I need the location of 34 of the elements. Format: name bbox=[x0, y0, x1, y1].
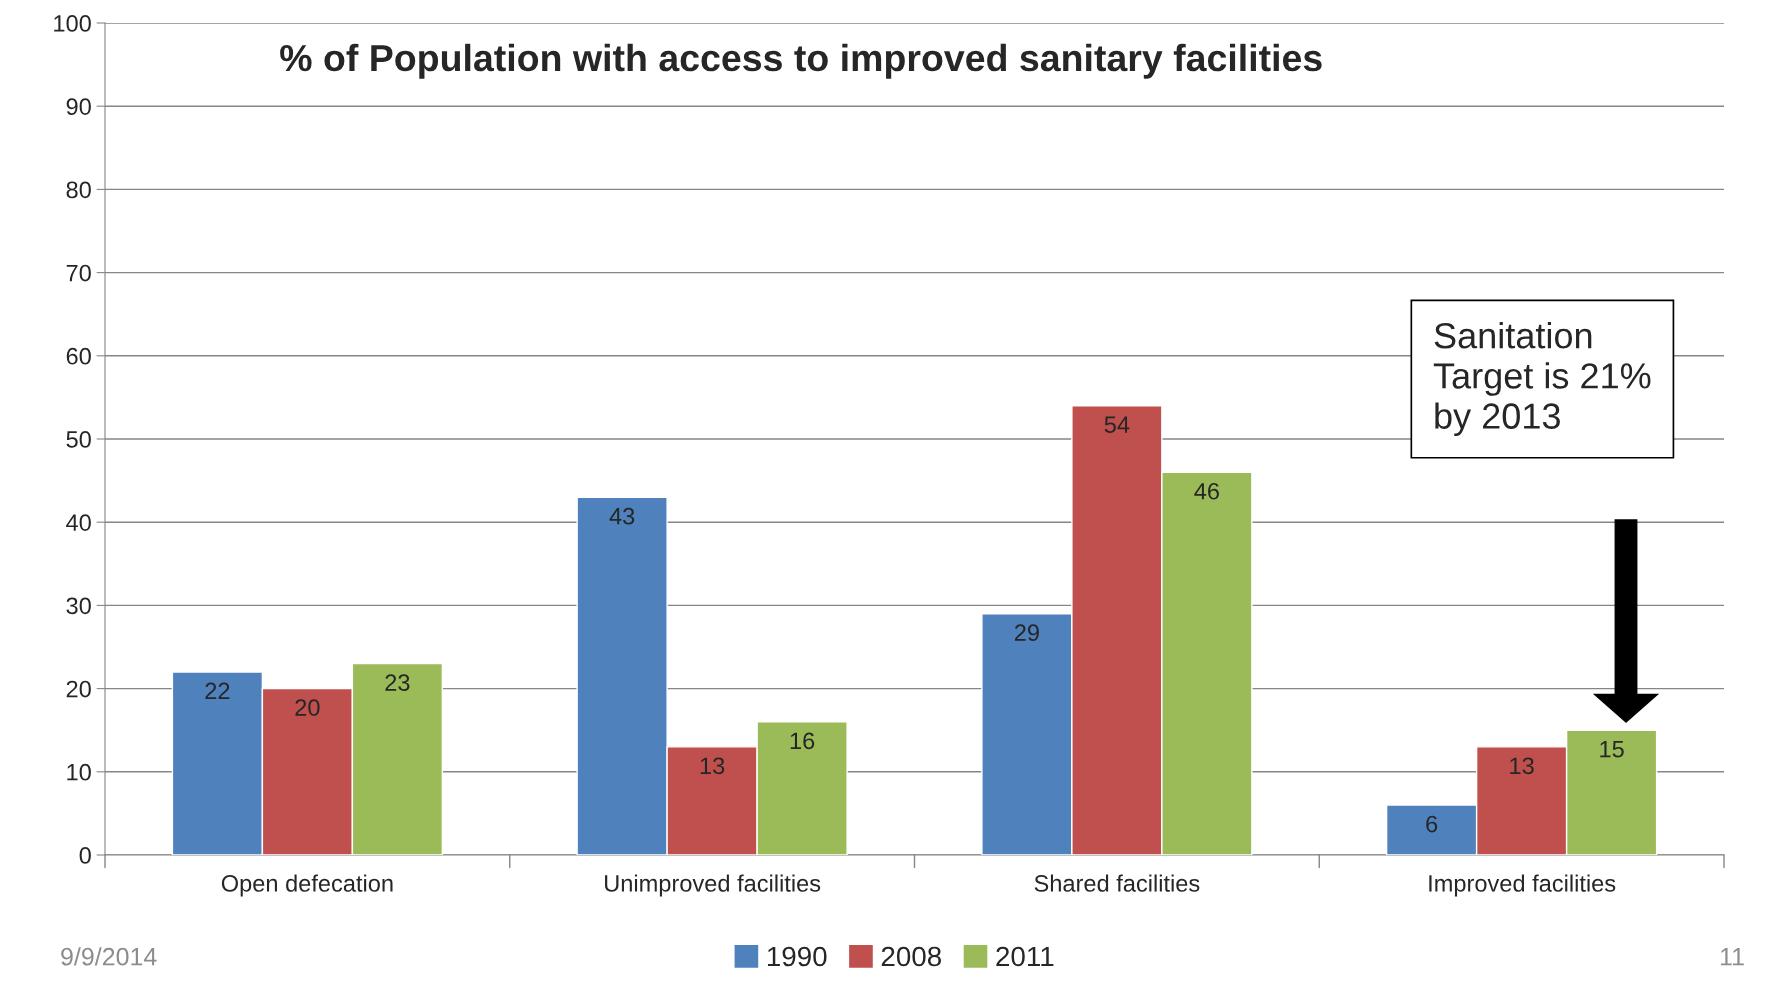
data-label: 43 bbox=[609, 507, 635, 525]
y-tick-label: 0 bbox=[79, 847, 91, 864]
y-tick-label: 20 bbox=[66, 680, 91, 698]
y-tick-label: 100 bbox=[54, 15, 91, 32]
data-label: 54 bbox=[1104, 416, 1130, 434]
x-tick-label: Improved facilities bbox=[1429, 874, 1616, 897]
data-label: 23 bbox=[385, 674, 410, 691]
data-label: 13 bbox=[700, 757, 725, 775]
y-tick-label: 90 bbox=[66, 98, 91, 115]
x-tick-label: Shared facilities bbox=[1034, 874, 1200, 892]
data-label: 29 bbox=[1014, 624, 1039, 642]
legend-label: 1990 bbox=[767, 946, 827, 967]
legend-label: 2008 bbox=[881, 946, 941, 967]
data-label: 20 bbox=[295, 699, 320, 716]
data-label: 46 bbox=[1194, 482, 1219, 500]
data-label: 16 bbox=[790, 732, 815, 750]
y-tick-label: 60 bbox=[66, 347, 91, 365]
x-tick-label: Open defecation bbox=[221, 874, 393, 897]
y-tick-label: 40 bbox=[66, 514, 91, 531]
y-tick-label: 10 bbox=[67, 763, 91, 781]
y-tick-label: 80 bbox=[66, 181, 91, 199]
data-label: 6 bbox=[1426, 815, 1438, 833]
annotation: Sanitation Target is 21% by 2013 bbox=[1433, 322, 1651, 437]
data-label: 22 bbox=[205, 682, 230, 700]
y-tick-label: 70 bbox=[66, 264, 91, 282]
legend-label: 2011 bbox=[996, 946, 1054, 967]
x-tick-label: Unimproved facilities bbox=[605, 874, 821, 897]
text: 9/9/2014 bbox=[61, 947, 157, 966]
data-label: 13 bbox=[1510, 757, 1534, 775]
y-tick-label: 30 bbox=[66, 597, 91, 615]
y-tick-label: 50 bbox=[66, 431, 91, 448]
text: 11 bbox=[1720, 948, 1744, 966]
text: % of Population with access to improved sanitary facilities bbox=[280, 43, 1322, 79]
data-label: 15 bbox=[1600, 741, 1624, 758]
